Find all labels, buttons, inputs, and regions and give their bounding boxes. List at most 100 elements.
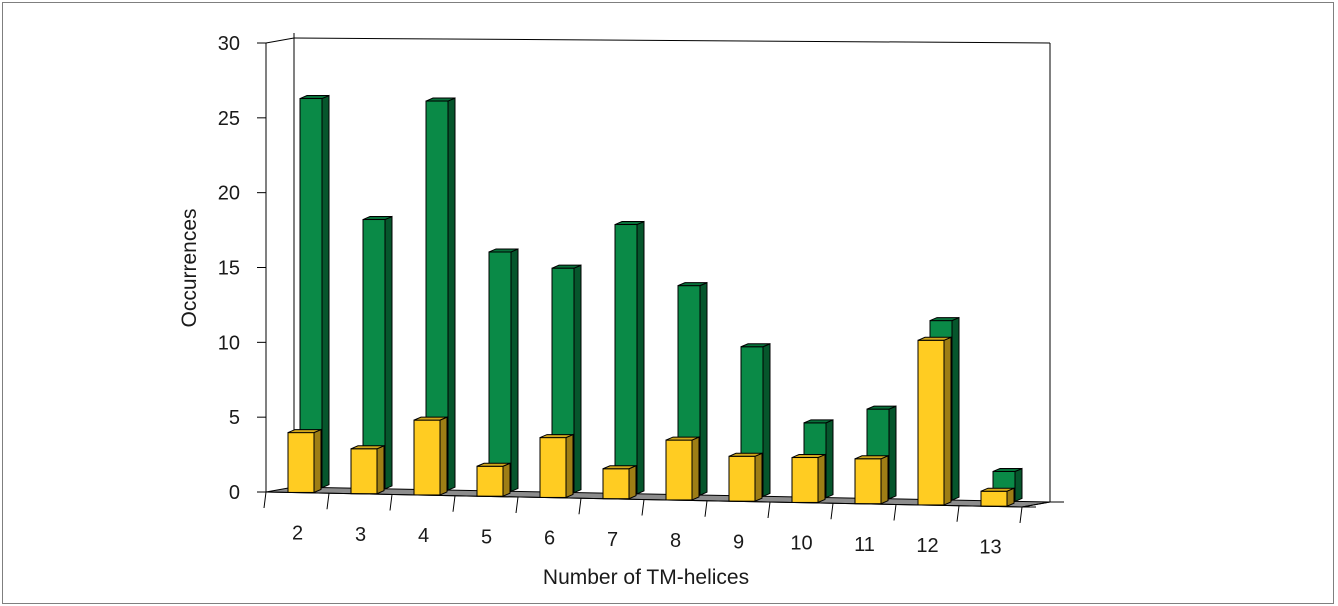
bar-side-face (825, 419, 834, 499)
front-series-bar (476, 462, 511, 497)
x-tick-label: 5 (481, 526, 492, 548)
bar-top-face (287, 429, 322, 434)
x-tick-mark (956, 505, 960, 522)
x-tick-label: 13 (979, 536, 1001, 558)
bar-side-face (447, 97, 456, 491)
chart-walls (265, 33, 1051, 502)
bar-front-face (791, 457, 819, 503)
bar-top-face (488, 248, 519, 253)
bar-top-face (791, 454, 826, 459)
bar-top-face (350, 445, 385, 450)
bar-side-face (943, 336, 952, 506)
x-tick-label: 4 (418, 525, 429, 547)
bar-side-face (699, 281, 708, 496)
bar-top-face (866, 405, 897, 410)
front-series-bar (665, 436, 700, 501)
bar-side-face (691, 436, 700, 501)
bar-side-face (628, 464, 637, 500)
front-series-bar (728, 452, 763, 502)
bar-top-face (539, 434, 574, 439)
bar-top-face (740, 343, 771, 348)
bar-side-face (951, 316, 960, 501)
bar-front-face (917, 339, 945, 506)
bar-front-face (614, 224, 638, 495)
x-tick-mark (830, 503, 834, 520)
bar-front-face (413, 419, 441, 496)
x-tick-mark (1019, 506, 1023, 524)
back-series-bar (614, 220, 645, 495)
chart-axes (257, 42, 1064, 524)
x-tick-labels: 2 3 4 5 6 7 8 9 10 11 12 13 (292, 523, 1002, 559)
bar-top-face (728, 452, 763, 457)
front-series-bar (791, 453, 826, 504)
x-tick-label: 9 (733, 531, 744, 553)
bar-side-face (888, 405, 897, 500)
front-series-bar (287, 428, 322, 494)
x-tick-mark (704, 500, 708, 517)
y-tick-label: 30 (218, 33, 240, 55)
back-series-bar (362, 215, 393, 490)
x-tick-mark (389, 494, 393, 511)
bar-top-face (803, 419, 834, 424)
bar-top-face (551, 264, 582, 269)
bar-top-face (476, 462, 511, 467)
bar-top-face (929, 317, 960, 322)
x-tick-label: 2 (292, 523, 303, 545)
bar-side-face (565, 433, 574, 499)
y-axis-title: Occurrences (178, 208, 201, 327)
bar-top-face (413, 416, 448, 421)
bar-front-face (665, 439, 693, 501)
front-series-bar (413, 416, 448, 496)
y-tick-labels: 0 5 10 15 20 25 30 (218, 33, 240, 504)
bar-side-face (754, 452, 763, 502)
bar-top-face (425, 97, 456, 102)
x-axis-title: Number of TM-helices (543, 566, 749, 589)
bar-top-face (614, 221, 645, 226)
x-tick-mark (578, 498, 582, 515)
x-tick-label: 10 (790, 533, 812, 555)
bar-front-face (488, 251, 512, 492)
y-tick-label: 15 (218, 258, 240, 280)
bar-side-face (321, 94, 330, 489)
bar-front-face (602, 468, 630, 500)
x-tick-mark (452, 495, 456, 512)
bar-side-face (313, 428, 322, 494)
x-tick-label: 11 (854, 534, 875, 556)
bar-side-face (439, 416, 448, 496)
bar-top-face (980, 487, 1015, 492)
front-series-bar (917, 336, 952, 506)
front-series-bar (602, 464, 637, 500)
back-series-bars (299, 94, 1023, 503)
back-series-bar (425, 97, 456, 491)
x-tick-label: 12 (916, 535, 938, 557)
back-wall-top-edge (293, 37, 1051, 44)
x-tick-label: 6 (544, 528, 555, 550)
bar-front-face (539, 437, 567, 498)
bar-front-face (728, 455, 756, 502)
y-tick-label: 10 (218, 332, 240, 354)
bar-top-face (602, 465, 637, 470)
bar-top-face (917, 336, 952, 341)
x-tick-mark (893, 504, 897, 521)
bar-side-face (880, 455, 889, 505)
bar-side-face (817, 453, 826, 504)
front-series-bars (287, 336, 1015, 507)
bar-front-face (350, 448, 378, 495)
bar-front-face (854, 458, 882, 505)
bar-top-face (362, 216, 393, 221)
x-tick-label: 3 (355, 524, 366, 546)
x-tick-mark (767, 501, 771, 519)
x-axis-depth-edge (1021, 501, 1051, 508)
bar-front-face (287, 432, 315, 493)
bar-side-face (762, 342, 771, 498)
x-tick-mark (515, 496, 519, 514)
bar-front-face (476, 465, 504, 497)
bar-front-face (980, 490, 1008, 507)
y-tick-label: 20 (218, 183, 240, 205)
bar-side-face (636, 220, 645, 495)
y-tick-label: 0 (229, 482, 240, 504)
back-series-bar (299, 94, 330, 489)
bar-side-face (1014, 467, 1023, 503)
